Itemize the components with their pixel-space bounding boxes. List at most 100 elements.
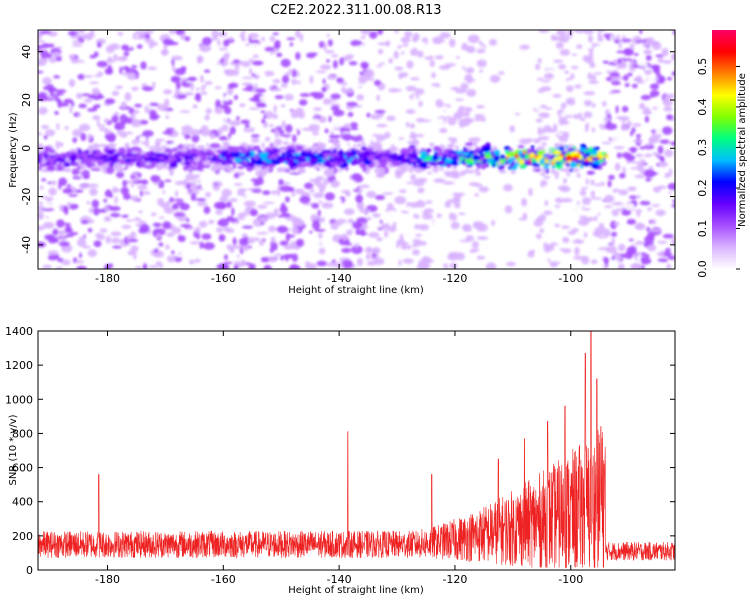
spectrogram-cell	[146, 206, 151, 215]
spectrogram-cell	[154, 138, 166, 142]
spectrogram-cell	[78, 30, 85, 34]
spectrogram-cell	[407, 146, 415, 152]
spectrogram-cell	[289, 42, 294, 47]
spectrogram-cell	[252, 54, 259, 59]
spectrogram-cell	[657, 185, 667, 189]
spectrogram-cell	[260, 156, 268, 161]
spectrogram-cell	[93, 153, 102, 157]
spectrogram-cell	[201, 165, 205, 169]
spectrogram-cell	[332, 148, 338, 153]
spectrogram-cell	[360, 146, 367, 151]
spectrogram-cell	[345, 166, 349, 172]
spectrogram-cell	[604, 205, 613, 209]
spectrogram-cell	[433, 252, 444, 258]
spectrogram-cell	[274, 138, 283, 146]
spectrogram-cell	[402, 43, 409, 47]
spectrogram-cell	[133, 51, 142, 56]
spectrogram-cell	[518, 138, 531, 145]
spectrogram-cell	[265, 136, 271, 142]
spectrogram-cell	[543, 165, 549, 170]
spectrogram-cell	[209, 143, 221, 149]
spectrogram-cell	[585, 178, 589, 186]
spectrogram-cell	[611, 231, 618, 237]
spectrogram-cell	[485, 159, 493, 163]
spectrogram-cell	[536, 150, 544, 157]
spectrogram-cell	[156, 103, 168, 111]
spectrogram-cell	[222, 141, 230, 145]
spectrogram-cell	[238, 237, 249, 247]
spectrogram-cell	[302, 134, 306, 143]
spectrogram-cell	[181, 125, 193, 132]
spectrogram-cell	[217, 127, 223, 136]
spectrogram-cell	[410, 174, 417, 182]
spectrogram-cell	[172, 147, 178, 152]
spectrogram-cell	[130, 46, 134, 51]
spectrogram-cell	[479, 69, 483, 73]
spectrogram-cell	[370, 77, 375, 81]
spectrogram-cell	[76, 238, 87, 248]
spectrogram-cell	[203, 84, 207, 88]
spectrogram-cell	[651, 129, 657, 134]
spectrogram-cell	[426, 165, 431, 169]
spectrogram-cell	[162, 130, 174, 135]
spectrogram-cell	[479, 152, 485, 158]
spectrogram-cell	[560, 102, 567, 109]
spectrogram-cell	[561, 120, 570, 125]
spectrogram-cell	[672, 199, 675, 204]
spectrogram-cell	[266, 150, 274, 156]
spectrogram-cell	[38, 262, 44, 267]
spectrogram-cell	[96, 119, 100, 128]
spectrogram-cell	[147, 66, 158, 71]
spectrogram-cell	[45, 129, 56, 137]
spectrogram-cell	[300, 158, 307, 162]
spectrogram-cell	[273, 242, 278, 251]
spectrogram-cell	[485, 262, 497, 269]
spectrogram-cell	[87, 227, 93, 233]
spectrogram-cell	[326, 249, 335, 259]
spectrogram-cell	[414, 167, 422, 174]
spectrogram-cell	[374, 166, 386, 175]
spectrogram-cell	[162, 67, 166, 75]
spectrogram-cell	[233, 264, 239, 269]
spectrogram-cell	[597, 247, 610, 251]
spectrogram-cell	[236, 116, 240, 121]
spectrogram-cell	[592, 97, 598, 104]
spectrogram-cell	[638, 62, 649, 67]
spectrogram-cell	[341, 233, 348, 241]
spectrogram-cell	[193, 157, 201, 162]
spectrogram-cell	[208, 219, 215, 225]
spectrogram-cell	[597, 254, 602, 261]
spectrogram-cell	[205, 168, 212, 174]
spectrogram-cell	[63, 161, 71, 168]
spectrogram-cell	[391, 152, 397, 156]
spectrogram-cell	[439, 31, 451, 39]
spectrogram-cell	[608, 174, 615, 180]
spectrogram-cell	[263, 264, 272, 269]
spectrogram-cell	[158, 263, 164, 269]
spectrogram-cell	[562, 178, 568, 184]
spectrogram-cell	[104, 215, 111, 222]
spectrogram-cell	[462, 225, 468, 232]
spectrogram-cell	[88, 146, 94, 152]
spectrogram-cell	[489, 74, 501, 83]
spectrogram-cell	[537, 58, 542, 64]
spectrogram-cell	[662, 233, 674, 239]
spectrogram-cell	[506, 261, 516, 267]
spectrogram-cell	[647, 207, 653, 212]
spectrogram-cell	[144, 157, 150, 161]
spectrogram-cell	[432, 221, 439, 225]
spectrogram-cell	[493, 155, 500, 162]
spectrogram-cell	[255, 169, 267, 177]
spectrogram-cell	[232, 164, 237, 169]
spectrogram-cell	[454, 192, 466, 197]
spectrogram-cell	[590, 179, 595, 186]
spectrogram-cell	[309, 187, 315, 194]
spectrogram-cell	[431, 72, 436, 79]
spectrogram-cell	[388, 57, 393, 64]
spectrogram-cell	[144, 139, 150, 147]
spectrogram-cell	[521, 198, 528, 207]
spectrogram-cell	[552, 105, 557, 110]
spectrogram-cell	[38, 201, 44, 205]
spectrogram-cell	[87, 183, 99, 188]
spectrogram-cell	[616, 152, 622, 159]
